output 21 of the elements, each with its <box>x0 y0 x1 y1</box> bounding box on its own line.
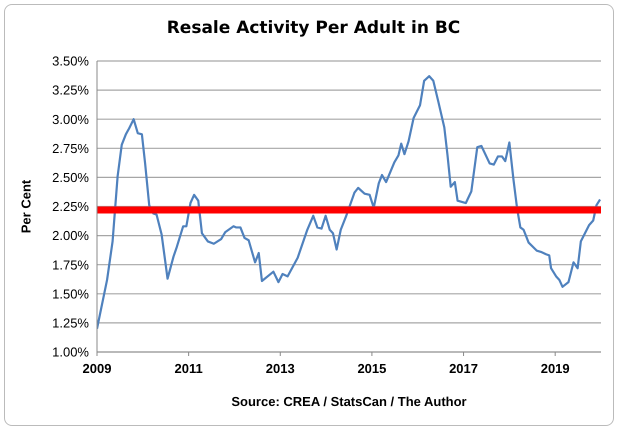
y-axis-title: Per Cent <box>18 179 34 234</box>
y-tick-label: 1.25% <box>52 316 90 331</box>
x-axis-title: Source: CREA / StatsCan / The Author <box>231 394 467 409</box>
y-tick-label: 3.50% <box>52 54 90 69</box>
y-tick-label: 3.00% <box>52 112 90 127</box>
y-tick-label: 1.00% <box>52 344 90 360</box>
y-tick-label: 2.75% <box>52 140 90 156</box>
x-tick-label: 2011 <box>174 361 203 376</box>
x-tick-label: 2009 <box>82 361 112 376</box>
x-tick-label: 2017 <box>449 361 478 376</box>
y-tick-label: 1.50% <box>52 286 90 302</box>
chart-title: Resale Activity Per Adult in BC <box>166 18 462 38</box>
x-tick-label: 2019 <box>540 361 570 376</box>
x-tick-label: 2015 <box>357 361 386 376</box>
y-tick-label: 2.50% <box>52 170 90 186</box>
line-series <box>97 75 601 330</box>
y-tick-label: 2.00% <box>52 228 90 244</box>
y-tick-label: 1.75% <box>52 257 90 272</box>
y-tick-label: 2.25% <box>52 199 90 214</box>
y-tick-label: 3.25% <box>52 82 90 98</box>
x-tick-label: 2013 <box>266 361 295 376</box>
